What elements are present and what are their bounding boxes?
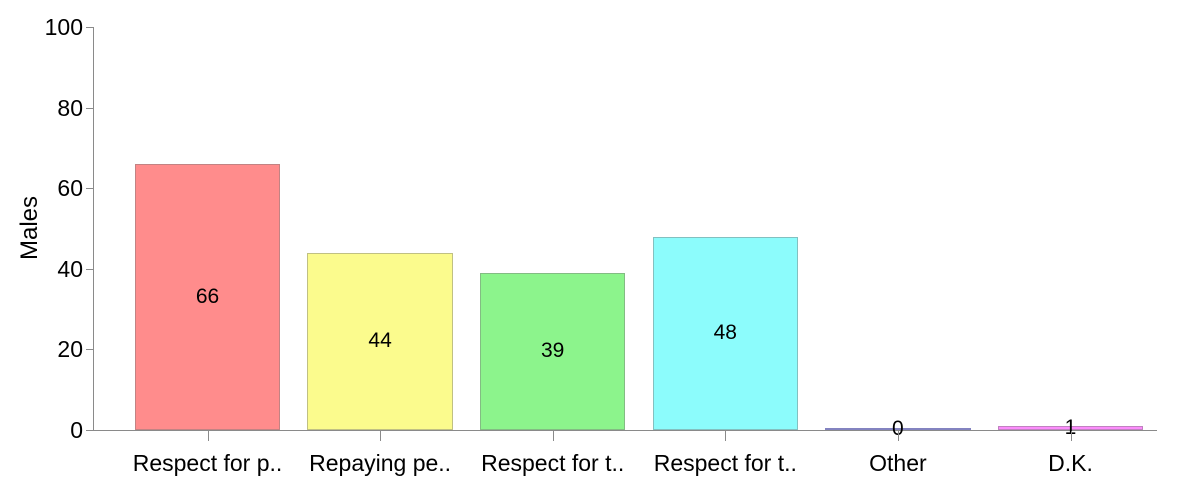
y-tick-mark [86,27,93,28]
y-tick-mark [86,430,93,431]
bar [825,427,971,430]
y-tick-label: 20 [57,336,83,363]
bar [479,272,626,430]
bar [997,425,1144,430]
x-tick-label: Respect for p.. [132,450,283,476]
x-tick-mark [552,431,554,441]
x-tick-mark [380,431,382,441]
x-tick-mark [1070,431,1072,441]
y-axis-title: Males [16,195,43,261]
y-tick-mark [86,107,93,109]
bar-value-label: 0 [892,416,904,440]
y-tick-mark [86,268,93,270]
x-tick-label: Respect for t.. [481,450,625,476]
y-tick-label: 100 [44,14,83,40]
x-axis-line [93,430,1157,431]
bar-value-label: 66 [195,285,220,308]
x-tick-label: D.K. [1048,450,1093,476]
x-tick-label: Other [869,450,927,476]
x-tick-mark [725,431,727,441]
y-axis-line [93,27,94,431]
x-tick-label: Repaying pe.. [309,450,452,476]
bar-value-label: 48 [713,321,737,345]
bar-value-label: 39 [541,339,565,363]
bar-value-label: 44 [368,329,392,353]
y-tick-label: 80 [57,94,83,121]
bar [307,252,453,430]
y-tick-label: 60 [57,175,83,202]
x-tick-label: Respect for t.. [653,450,797,476]
x-tick-mark [897,431,899,441]
bar [652,236,799,430]
y-tick-label: 40 [57,255,83,282]
x-tick-mark [207,431,209,441]
bar [134,164,281,430]
y-tick-mark [86,349,93,351]
bar-value-label: 1 [1064,415,1077,439]
y-tick-label: 0 [70,417,83,443]
y-tick-mark [86,188,93,190]
